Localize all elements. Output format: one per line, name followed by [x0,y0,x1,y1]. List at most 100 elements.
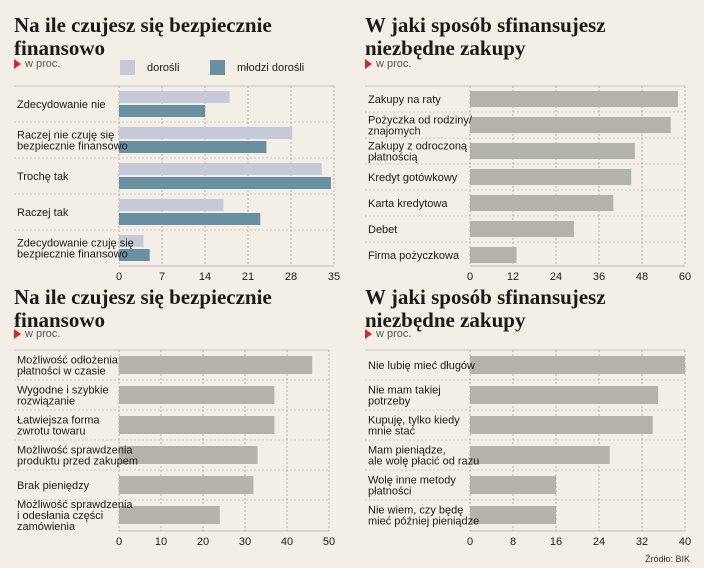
x-tick-label: 35 [328,271,340,283]
bar [119,506,220,524]
category-label: Zdecydowanie czuję się bezpiecznie finans… [17,238,134,261]
x-tick-label: 60 [679,271,691,283]
legend-swatch [120,60,135,75]
bar [119,446,258,464]
x-tick-label: 30 [239,536,251,548]
x-tick-label: 24 [550,271,562,283]
unit-label: w proc. [25,58,61,70]
bar [119,163,322,175]
x-tick-label: 40 [679,536,691,548]
legend-swatch [210,60,225,75]
unit-note: w proc. [365,58,411,70]
x-tick-label: 12 [507,271,519,283]
category-label: Nie mam takiej potrzeby [368,385,441,408]
category-label: Karta kredytowa [368,198,448,210]
bar [119,91,230,103]
category-label: Nie lubię mieć długów [368,360,475,372]
bar-chart: 0 7 14 21 28 35 Zdecydowanie nie Raczej nie czu… [14,85,340,283]
bar [470,220,574,238]
legend-item-adults: dorośli [120,60,179,75]
chart-title: Na ile czujesz się bezpiecznie finansowo [14,13,272,60]
bar [470,246,517,264]
x-tick-label: 10 [155,536,167,548]
chart-title: W jaki sposób sfinansujesz niezbędne zak… [365,285,606,332]
unit-note: w proc. [14,328,60,340]
bar [119,356,313,374]
legend-label: młodzi dorośli [237,61,305,74]
category-label: Wygodne i szybkie rozwiązanie [17,385,109,408]
bar [119,249,150,261]
category-label: Firma pożyczkowa [368,250,460,262]
x-tick-label: 21 [242,271,254,283]
x-tick-label: 20 [197,536,209,548]
category-label: Zakupy z odroczoną płatnością [368,141,468,164]
triangle-marker-icon [14,329,21,339]
chart-panel-reasons: Na ile czujesz się bezpiecznie finansowo… [14,286,344,556]
bar [470,446,610,464]
category-label: Zakupy na raty [368,94,441,106]
x-tick-label: 24 [593,536,605,548]
triangle-marker-icon [365,59,372,69]
bar [119,177,331,189]
x-tick-label: 32 [636,536,648,548]
bar [119,141,267,153]
triangle-marker-icon [365,329,372,339]
x-tick-label: 28 [285,271,297,283]
bar-chart: 0 10 20 30 40 50 Możliwość odłożenia płatności … [14,349,335,548]
unit-label: w proc. [25,328,61,340]
bar [470,356,685,374]
x-tick-label: 40 [281,536,293,548]
chart-panel-safety-adults: Na ile czujesz się bezpiecznie finansowo… [14,14,344,284]
bar-chart: 0 8 16 24 32 40 Nie lubię mieć długów Nie mam t… [365,349,691,548]
category-label: Możliwość sprawdzenia produktu przed zaku… [17,445,138,468]
bar [470,386,659,404]
chart-panel-no-credit: W jaki sposób sfinansujesz niezbędne zak… [365,286,695,556]
category-label: Trochę tak [17,171,69,183]
category-label: Pożyczka od rodziny/znajomych [368,115,473,138]
x-tick-label: 8 [510,536,516,548]
bar [119,416,275,434]
bar [470,194,614,212]
x-tick-label: 48 [636,271,648,283]
bar [470,506,556,524]
unit-note: w proc. [365,328,411,340]
unit-label: w proc. [376,328,412,340]
bar [470,142,635,160]
x-tick-label: 0 [467,271,473,283]
legend-label: dorośli [147,61,180,74]
category-label: Kupuję, tylko kiedy mnie stać [368,415,460,438]
bar [119,105,205,117]
x-tick-label: 7 [159,271,165,283]
category-label: Mam pieniądze, ale wolę płacić od razu [368,445,479,468]
source-note: Źródło: BIK [644,554,690,564]
bar [470,476,556,494]
bar [470,416,653,434]
chart-panel-financing: W jaki sposób sfinansujesz niezbędne zak… [365,14,695,284]
bar-chart: 0 12 24 36 48 60 Zakupy na raty Pożyczka od rod… [365,85,691,283]
bar [119,386,275,404]
x-tick-label: 0 [467,536,473,548]
category-label: Kredyt gotówkowy [368,172,458,184]
x-tick-label: 36 [593,271,605,283]
category-label: Raczej tak [17,207,69,219]
category-label: Raczej nie czuję się bezpiecznie finansow… [17,130,128,153]
category-label: Łatwiejsza forma zwrotu towaru [17,415,100,438]
bar [470,168,632,186]
bar [119,235,144,247]
bar [470,116,671,134]
category-label: Zdecydowanie nie [17,99,106,111]
bar [119,476,254,494]
bar [119,213,261,225]
category-label: Nie wiem, czy będę mieć później pieniądze [368,505,479,528]
x-tick-label: 14 [199,271,211,283]
category-label: Debet [368,224,397,236]
unit-note: w proc. [14,58,60,70]
bar [119,127,293,139]
category-label: Możliwość odłożenia płatności w czasie [17,355,119,378]
bar [470,90,678,108]
x-tick-label: 16 [550,536,562,548]
triangle-marker-icon [14,59,21,69]
x-tick-label: 0 [116,536,122,548]
legend-item-young-adults: młodzi dorośli [210,60,304,75]
x-tick-label: 0 [116,271,122,283]
